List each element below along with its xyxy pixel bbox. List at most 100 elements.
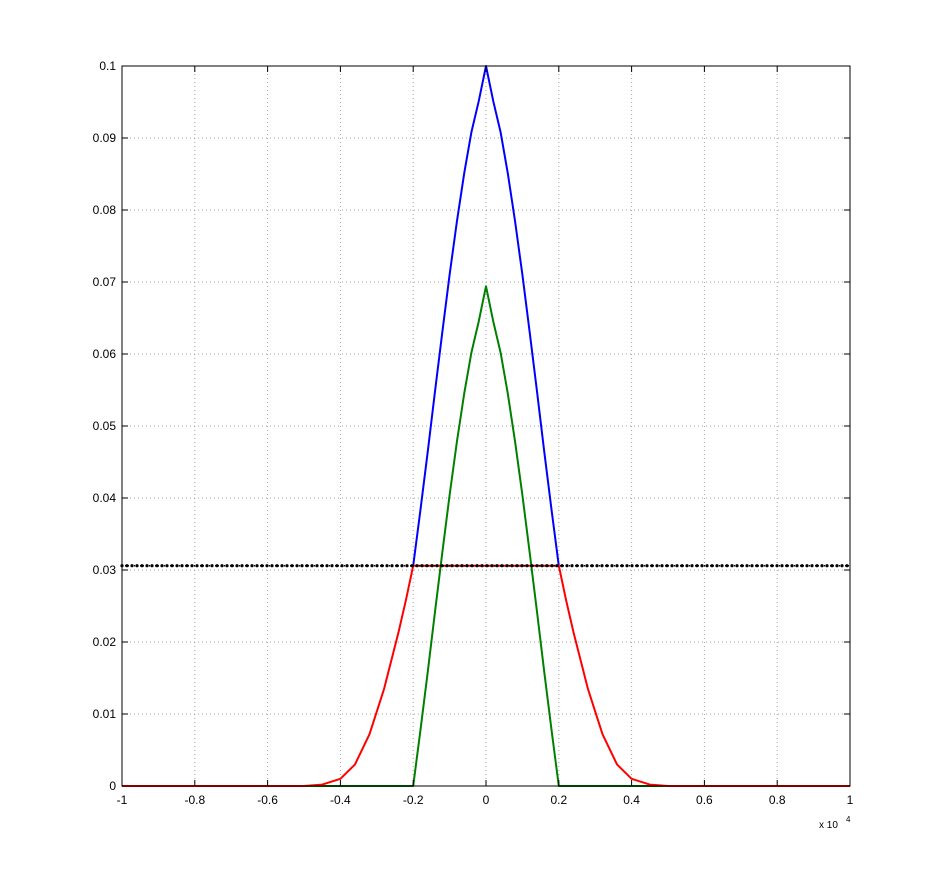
series-marker [730, 564, 734, 568]
series-marker [350, 564, 354, 568]
series-marker [715, 564, 719, 568]
y-tick-label: 0.05 [93, 419, 117, 433]
series-marker [285, 564, 289, 568]
series-marker [625, 564, 629, 568]
series-marker [445, 564, 449, 568]
series-marker [545, 564, 549, 568]
series-marker [230, 564, 234, 568]
tick-marks [121, 65, 851, 787]
x-tick-label: -1 [117, 793, 128, 807]
series-marker [330, 564, 334, 568]
series-marker [440, 564, 444, 568]
series-black-markers [120, 564, 849, 568]
y-tick-label: 0.08 [93, 203, 117, 217]
series-marker [220, 564, 224, 568]
series-marker [200, 564, 204, 568]
series-marker [660, 564, 664, 568]
series-marker [690, 564, 694, 568]
series-marker [555, 564, 559, 568]
x-multiplier-exponent: 4 [846, 815, 851, 824]
series-marker [510, 564, 514, 568]
series-marker [710, 564, 714, 568]
series-marker [630, 564, 634, 568]
y-tick-label: 0.04 [93, 491, 117, 505]
series-marker [245, 564, 249, 568]
series-marker [780, 564, 784, 568]
series-marker [615, 564, 619, 568]
series-marker [260, 564, 264, 568]
y-tick-label: 0.07 [93, 275, 117, 289]
series-marker [185, 564, 189, 568]
series-marker [655, 564, 659, 568]
series-marker [785, 564, 789, 568]
x-tick-label: 0 [483, 793, 490, 807]
series-marker [300, 564, 304, 568]
x-tick-labels: -1 -0.8 -0.6 -0.4 -0.2 0 0.2 0.4 0.6 0.8 1 [117, 793, 854, 807]
x-tick-label: 0.8 [769, 793, 786, 807]
series-marker [765, 564, 769, 568]
series-marker [375, 564, 379, 568]
y-tick-label: 0.06 [93, 347, 117, 361]
y-tick-label: 0.09 [93, 131, 117, 145]
series-marker [735, 564, 739, 568]
series-marker [460, 564, 464, 568]
series-marker [275, 564, 279, 568]
series-marker [425, 564, 429, 568]
x-tick-label: 0.4 [623, 793, 640, 807]
series-marker [125, 564, 129, 568]
series-marker [610, 564, 614, 568]
y-tick-label: 0.03 [93, 563, 117, 577]
series-marker [685, 564, 689, 568]
series-marker [570, 564, 574, 568]
series-group [120, 65, 850, 787]
series-marker [830, 564, 834, 568]
series-marker [255, 564, 259, 568]
series-marker [805, 564, 809, 568]
series-marker [575, 564, 579, 568]
series-marker [335, 564, 339, 568]
series-marker [365, 564, 369, 568]
series-marker [800, 564, 804, 568]
series-marker [745, 564, 749, 568]
series-marker [530, 564, 534, 568]
series-marker [270, 564, 274, 568]
x-tick-label: 0.2 [550, 793, 567, 807]
series-marker [340, 564, 344, 568]
series-marker [400, 564, 404, 568]
series-marker [450, 564, 454, 568]
y-tick-label: 0.01 [93, 707, 117, 721]
series-marker [540, 564, 544, 568]
series-marker [310, 564, 314, 568]
series-marker [470, 564, 474, 568]
series-marker [325, 564, 329, 568]
series-marker [635, 564, 639, 568]
series-marker [395, 564, 399, 568]
series-marker [535, 564, 539, 568]
series-marker [475, 564, 479, 568]
series-marker [320, 564, 324, 568]
x-tick-label: -0.2 [403, 793, 424, 807]
series-marker [495, 564, 499, 568]
series-marker [515, 564, 519, 568]
series-marker [705, 564, 709, 568]
series-green-line [122, 285, 850, 787]
series-marker [720, 564, 724, 568]
series-marker [725, 564, 729, 568]
series-marker [695, 564, 699, 568]
series-marker [240, 564, 244, 568]
series-marker [825, 564, 829, 568]
series-marker [165, 564, 169, 568]
series-marker [605, 564, 609, 568]
series-marker [750, 564, 754, 568]
series-marker [835, 564, 839, 568]
series-marker [420, 564, 424, 568]
series-marker [175, 564, 179, 568]
series-marker [840, 564, 844, 568]
y-tick-label: 0.1 [99, 59, 116, 73]
series-marker [180, 564, 184, 568]
series-marker [380, 564, 384, 568]
series-marker [250, 564, 254, 568]
series-marker [595, 564, 599, 568]
series-marker [210, 564, 214, 568]
